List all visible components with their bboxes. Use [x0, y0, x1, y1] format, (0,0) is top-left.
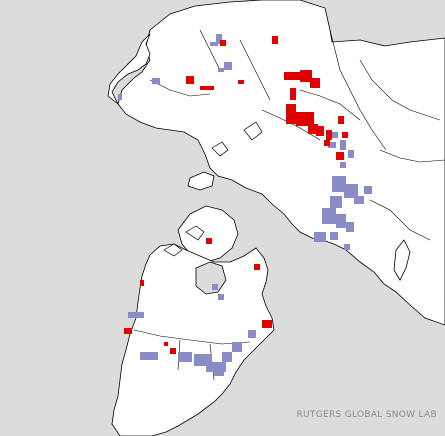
snow-below-normal-cell: [128, 312, 144, 318]
japan: [393, 239, 411, 281]
eurasia-landmass: [117, 0, 445, 326]
snow-below-normal-cell: [314, 232, 326, 242]
snow-below-normal-cell: [218, 68, 224, 72]
snow-below-normal-cell: [344, 244, 350, 250]
snow-below-normal-cell: [118, 94, 122, 100]
hudson-bay: [195, 261, 227, 295]
novaya-zemlya: [243, 121, 263, 141]
snow-above-normal-cell: [238, 80, 244, 84]
north-america-landmass: [111, 243, 275, 436]
snow-below-normal-cell: [348, 150, 354, 158]
credit-label: RUTGERS GLOBAL SNOW LAB: [296, 410, 437, 420]
snow-below-normal-cell: [330, 196, 342, 208]
snow-below-normal-cell: [218, 294, 224, 300]
snow-below-normal-cell: [344, 184, 358, 198]
snow-above-normal-cell: [220, 40, 226, 46]
snow-above-normal-cell: [296, 112, 314, 126]
snow-above-normal-cell: [310, 78, 320, 88]
snow-below-normal-cell: [248, 330, 256, 338]
snow-above-normal-cell: [164, 342, 168, 346]
snow-above-normal-cell: [140, 280, 144, 286]
snow-above-normal-cell: [290, 88, 296, 100]
svalbard: [211, 141, 229, 157]
snow-below-normal-cell: [210, 42, 218, 46]
snow-below-normal-cell: [346, 222, 354, 232]
arctic-island: [163, 243, 183, 257]
snow-below-normal-cell: [212, 284, 218, 290]
snow-above-normal-cell: [326, 130, 332, 140]
snow-above-normal-cell: [262, 320, 272, 328]
snow-below-normal-cell: [340, 140, 346, 150]
snow-below-normal-cell: [322, 208, 336, 224]
snow-below-normal-cell: [332, 176, 346, 192]
snow-above-normal-cell: [338, 116, 344, 124]
snow-above-normal-cell: [342, 132, 348, 138]
snow-below-normal-cell: [328, 142, 336, 148]
snow-below-normal-cell: [206, 362, 226, 372]
snow-below-normal-cell: [232, 342, 242, 352]
snow-above-normal-cell: [316, 126, 324, 136]
snow-below-normal-cell: [332, 132, 338, 138]
snow-below-normal-cell: [222, 352, 232, 362]
snow-below-normal-cell: [224, 62, 232, 70]
snow-above-normal-cell: [286, 104, 296, 124]
snow-below-normal-cell: [178, 352, 192, 362]
snow-below-normal-cell: [216, 34, 222, 44]
snow-below-normal-cell: [354, 196, 364, 204]
snow-above-normal-cell: [124, 328, 132, 334]
scandinavia: [107, 33, 151, 105]
snow-above-normal-cell: [200, 86, 214, 90]
snow-below-normal-cell: [152, 78, 160, 84]
snow-below-normal-cell: [140, 352, 158, 360]
snow-above-normal-cell: [170, 348, 176, 354]
iceland: [187, 171, 215, 191]
snow-above-normal-cell: [284, 72, 300, 80]
snow-above-normal-cell: [272, 36, 278, 44]
snow-below-normal-cell: [364, 186, 372, 194]
snow-above-normal-cell: [336, 152, 344, 160]
snow-above-normal-cell: [186, 76, 194, 84]
snow-below-normal-cell: [336, 214, 346, 228]
snow-above-normal-cell: [308, 124, 318, 134]
snow-below-normal-cell: [330, 232, 338, 240]
arctic-island: [185, 225, 205, 241]
snow-below-normal-cell: [340, 162, 346, 168]
snow-above-normal-cell: [206, 238, 212, 244]
snow-above-normal-cell: [300, 70, 312, 82]
snow-cover-above-normal: [124, 36, 348, 354]
snow-above-normal-cell: [324, 140, 330, 146]
snow-above-normal-cell: [254, 264, 260, 270]
snow-cover-below-normal: [118, 34, 372, 376]
snow-below-normal-cell: [214, 370, 224, 376]
